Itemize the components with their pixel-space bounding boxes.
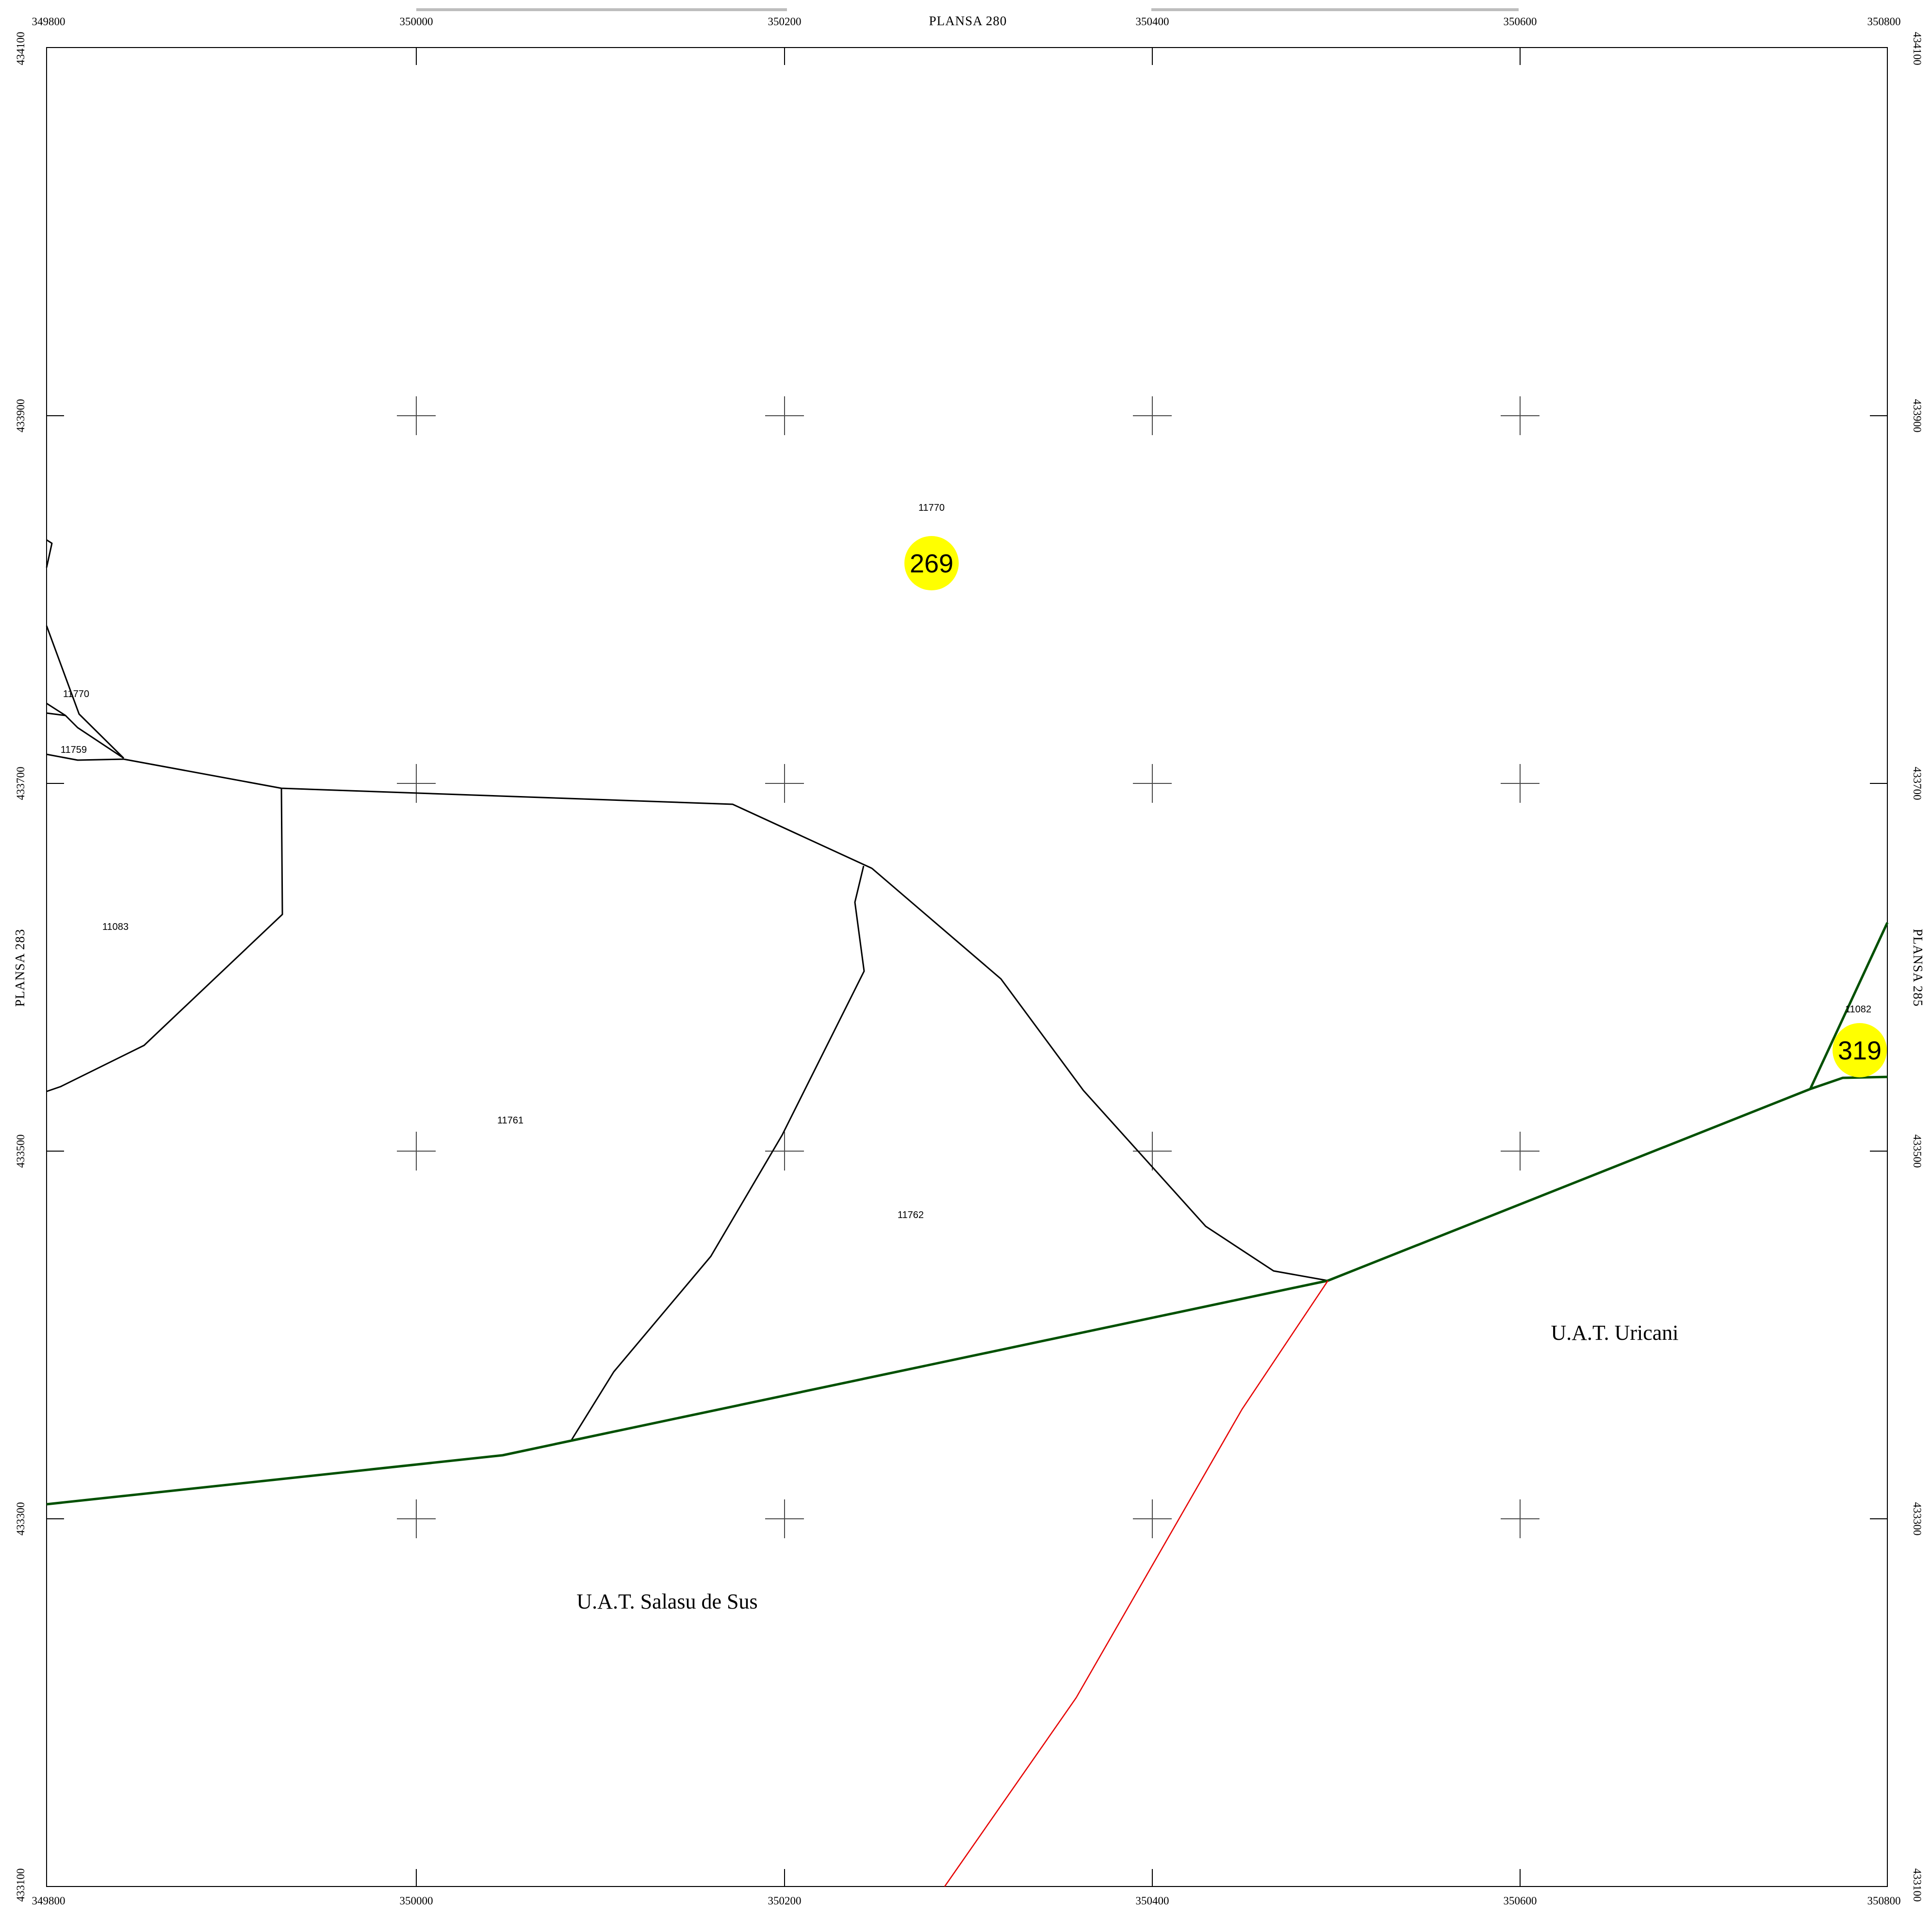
- y-coord-left: 433100: [15, 1869, 27, 1902]
- x-coords-top: 349800 350000 350200 350400 350600 35080…: [32, 16, 1901, 28]
- y-coord-right: 433900: [1911, 399, 1923, 433]
- parcel-label-11762: 11762: [898, 1210, 924, 1220]
- x-coord-top: 350600: [1504, 16, 1537, 28]
- x-coord-bottom: 350800: [1867, 1895, 1901, 1907]
- parcel-edge-11759: [46, 753, 124, 761]
- uat-boundary-line: [46, 1075, 1888, 1506]
- badge-number: 319: [1838, 1036, 1882, 1065]
- x-coord-bottom: 350200: [768, 1895, 802, 1907]
- x-coord-bottom: 350000: [400, 1895, 433, 1907]
- parcel-boundaries: [46, 539, 1328, 1441]
- y-coords-left: 434100 433900 433700 433500 433300 43310…: [15, 32, 27, 1902]
- parcel-label-11759: 11759: [61, 745, 87, 755]
- y-coord-left: 433900: [15, 399, 27, 433]
- badge-circle: [904, 536, 959, 590]
- uat-boundary-branch: [1809, 922, 1889, 1090]
- y-coord-right: 433700: [1911, 767, 1923, 800]
- y-coord-left: 434100: [15, 32, 27, 65]
- red-line: [944, 1280, 1329, 1887]
- parcel-edge-main-north: [123, 758, 872, 869]
- badge-269[interactable]: 269: [904, 536, 959, 590]
- parcel-edge-11083-east: [46, 788, 283, 1092]
- x-coord-bottom: 350600: [1504, 1895, 1537, 1907]
- map-frame: [46, 47, 1888, 1887]
- uat-boundary: [46, 922, 1889, 1506]
- y-coord-left: 433500: [15, 1135, 27, 1168]
- x-coord-top: 350800: [1867, 16, 1901, 28]
- parcel-label-11082: 11082: [1845, 1004, 1871, 1015]
- parcel-edge-west-diag: [46, 625, 125, 759]
- badge-circle: [1833, 1023, 1887, 1077]
- grid-crosses: [397, 396, 1539, 1538]
- sheet-label-left: PLANSA 283: [13, 929, 27, 1007]
- parcel-label-11770-north: 11770: [918, 503, 945, 513]
- parcel-edge-11761-east: [570, 865, 865, 1441]
- parcel-label-11770-west: 11770: [63, 689, 89, 699]
- parcel-edge-11762-east: [871, 867, 1328, 1282]
- parcel-edge-11770-west: [46, 702, 124, 759]
- uat-label-uricani: U.A.T. Uricani: [1551, 1321, 1678, 1345]
- sheet-label-right: PLANSA 285: [1911, 929, 1925, 1007]
- y-coord-right: 433100: [1911, 1869, 1923, 1902]
- x-coords-bottom: 349800 350000 350200 350400 350600 35080…: [32, 1895, 1901, 1907]
- x-coord-bottom: 350400: [1136, 1895, 1169, 1907]
- y-coord-right: 434100: [1911, 32, 1923, 65]
- x-coord-top: 350000: [400, 16, 433, 28]
- frame-ticks: [47, 48, 1887, 1886]
- parcel-edge-11770-short: [46, 712, 66, 716]
- y-coord-left: 433700: [15, 767, 27, 800]
- parcel-label-11761: 11761: [497, 1115, 524, 1126]
- uat-label-salasu: U.A.T. Salasu de Sus: [576, 1590, 757, 1613]
- x-coord-top: 349800: [32, 16, 65, 28]
- y-coord-left: 433300: [15, 1502, 27, 1536]
- y-coords-right: 434100 433900 433700 433500 433300 43310…: [1911, 32, 1923, 1902]
- x-coord-bottom: 349800: [32, 1895, 65, 1907]
- badge-number: 269: [910, 549, 953, 578]
- parcel-edge-far-left: [46, 539, 53, 568]
- x-coord-top: 350200: [768, 16, 802, 28]
- parcel-label-11083: 11083: [102, 922, 129, 932]
- y-coord-right: 433500: [1911, 1135, 1923, 1168]
- y-coord-right: 433300: [1911, 1502, 1923, 1536]
- x-coord-top: 350400: [1136, 16, 1169, 28]
- sheet-label-top: PLANSA 280: [929, 14, 1007, 28]
- badge-319[interactable]: 319: [1833, 1023, 1887, 1077]
